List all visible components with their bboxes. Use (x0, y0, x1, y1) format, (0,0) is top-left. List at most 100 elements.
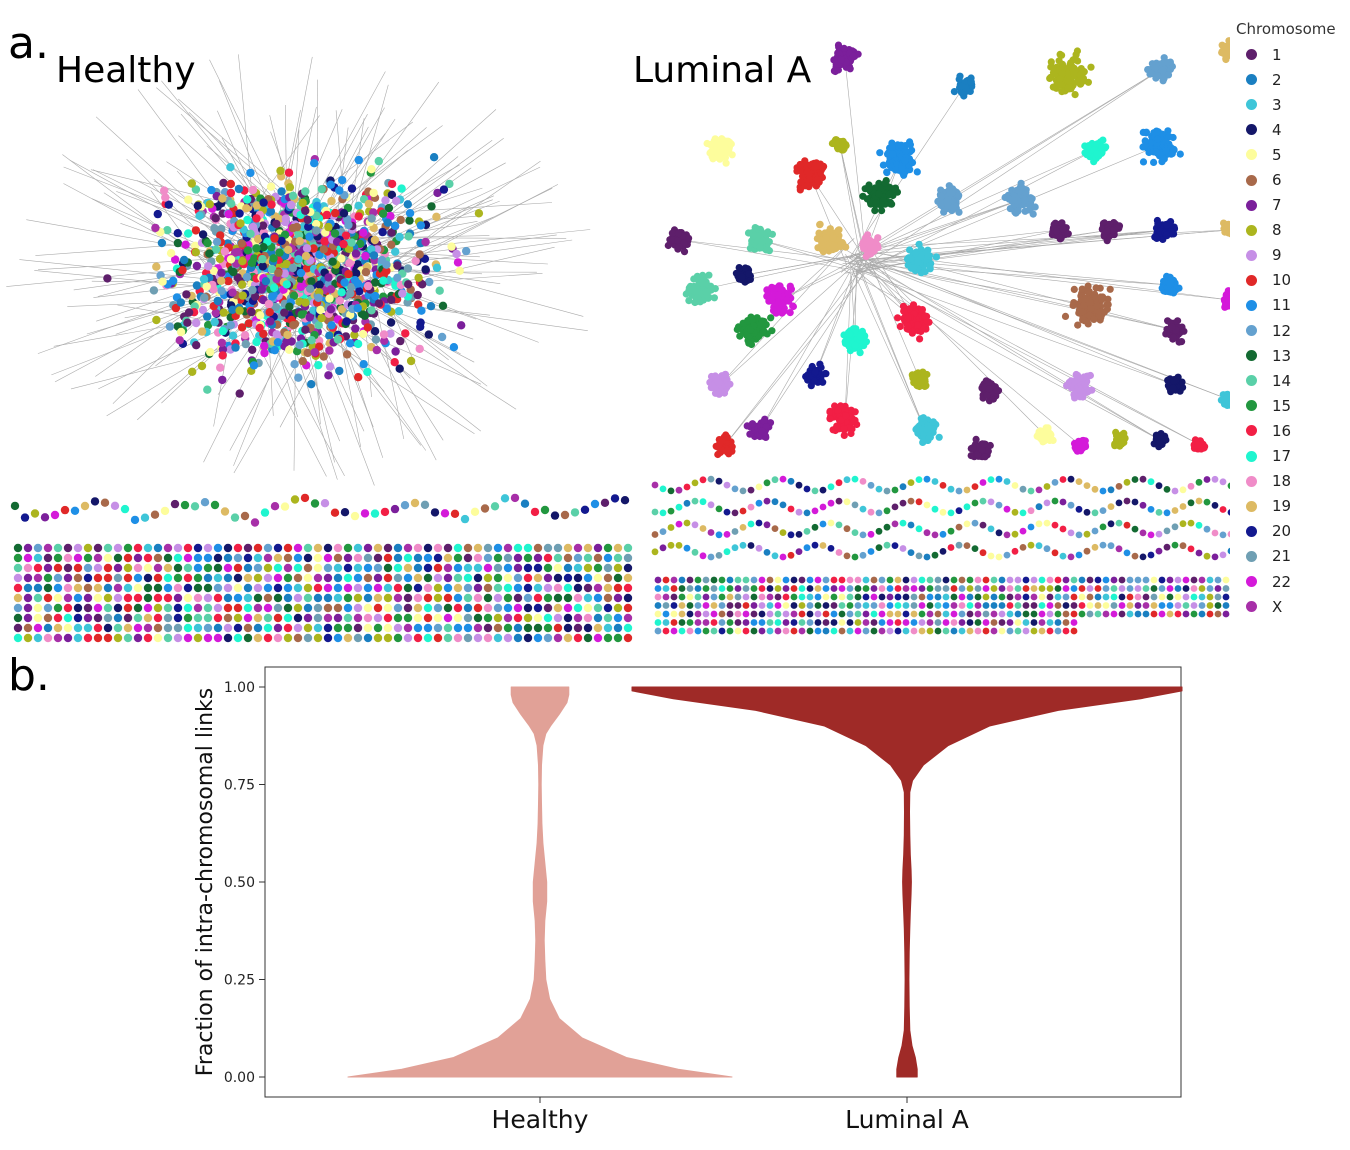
network-node (173, 553, 183, 563)
network-node (170, 499, 180, 509)
network-node (294, 255, 303, 264)
network-node (203, 385, 212, 394)
network-node (182, 290, 191, 299)
network-node (483, 563, 493, 573)
network-node (394, 307, 404, 316)
network-node (383, 593, 393, 603)
network-node (573, 603, 583, 613)
network-node (188, 367, 197, 376)
network-node (590, 499, 600, 509)
network-node (263, 583, 273, 593)
network-node (613, 553, 623, 563)
network-node (333, 335, 343, 344)
network-node (53, 623, 63, 633)
network-node (293, 613, 303, 623)
network-node (303, 553, 313, 563)
network-node (359, 329, 368, 339)
network-node (247, 307, 256, 317)
network-node (433, 613, 443, 623)
network-node (192, 281, 202, 290)
network-node (43, 603, 53, 613)
network-node (363, 623, 373, 633)
network-node (416, 322, 425, 331)
network-node (520, 499, 530, 508)
network-node (503, 563, 513, 573)
network-node (297, 310, 306, 319)
network-node (123, 593, 133, 603)
network-node (313, 593, 323, 603)
network-node (386, 211, 395, 221)
network-node (510, 493, 520, 503)
network-node (193, 553, 203, 563)
network-node (543, 633, 553, 643)
network-node (209, 266, 219, 275)
network-node (163, 226, 172, 235)
network-node (218, 326, 228, 336)
network-node (493, 593, 503, 603)
network-node (403, 613, 413, 623)
network-node (473, 583, 483, 593)
network-node (373, 603, 383, 613)
network-node (1080, 301, 1088, 309)
network-node (192, 318, 201, 328)
network-node (203, 603, 213, 613)
network-node (203, 623, 213, 633)
network-node (805, 170, 813, 178)
network-node (842, 243, 850, 251)
network-node (1017, 179, 1025, 187)
network-node (913, 168, 921, 176)
network-node (83, 583, 93, 593)
network-node (493, 613, 503, 623)
network-node (901, 157, 909, 165)
network-node (273, 623, 283, 633)
network-node (270, 283, 279, 292)
network-node (251, 292, 260, 301)
network-node (243, 613, 253, 623)
network-node (613, 543, 623, 553)
network-node (413, 603, 423, 613)
network-node (83, 573, 93, 583)
network-node (503, 633, 513, 643)
network-node (333, 593, 343, 603)
network-node (293, 553, 303, 563)
network-node (312, 211, 321, 220)
network-node (373, 573, 383, 583)
network-node (560, 510, 570, 520)
network-node (433, 543, 443, 553)
network-node (93, 593, 103, 603)
network-node (593, 613, 603, 623)
network-node (1071, 91, 1079, 99)
network-node (1163, 221, 1171, 229)
network-node (493, 583, 503, 593)
network-node (426, 302, 436, 311)
network-node (757, 238, 766, 246)
network-node (379, 276, 388, 285)
network-node (283, 573, 293, 583)
network-node (453, 563, 463, 573)
network-node (246, 168, 255, 178)
network-node (903, 255, 912, 263)
network-node (235, 209, 244, 218)
network-node (249, 361, 259, 370)
network-node (233, 573, 243, 583)
network-node (902, 147, 910, 155)
network-node (293, 543, 303, 553)
network-node (856, 349, 864, 357)
network-node (253, 613, 263, 623)
network-node (493, 553, 503, 563)
network-node (331, 208, 340, 218)
network-node (326, 285, 336, 294)
network-node (343, 583, 353, 593)
network-node (217, 224, 226, 234)
network-node (603, 563, 613, 573)
network-node (427, 202, 436, 211)
network-node (183, 563, 193, 573)
network-node (288, 263, 297, 273)
network-node (1087, 63, 1095, 71)
network-node (180, 255, 189, 265)
network-node (123, 553, 133, 563)
network-node (829, 234, 837, 242)
network-node (769, 307, 778, 315)
network-node (373, 553, 383, 563)
network-node (284, 168, 294, 177)
